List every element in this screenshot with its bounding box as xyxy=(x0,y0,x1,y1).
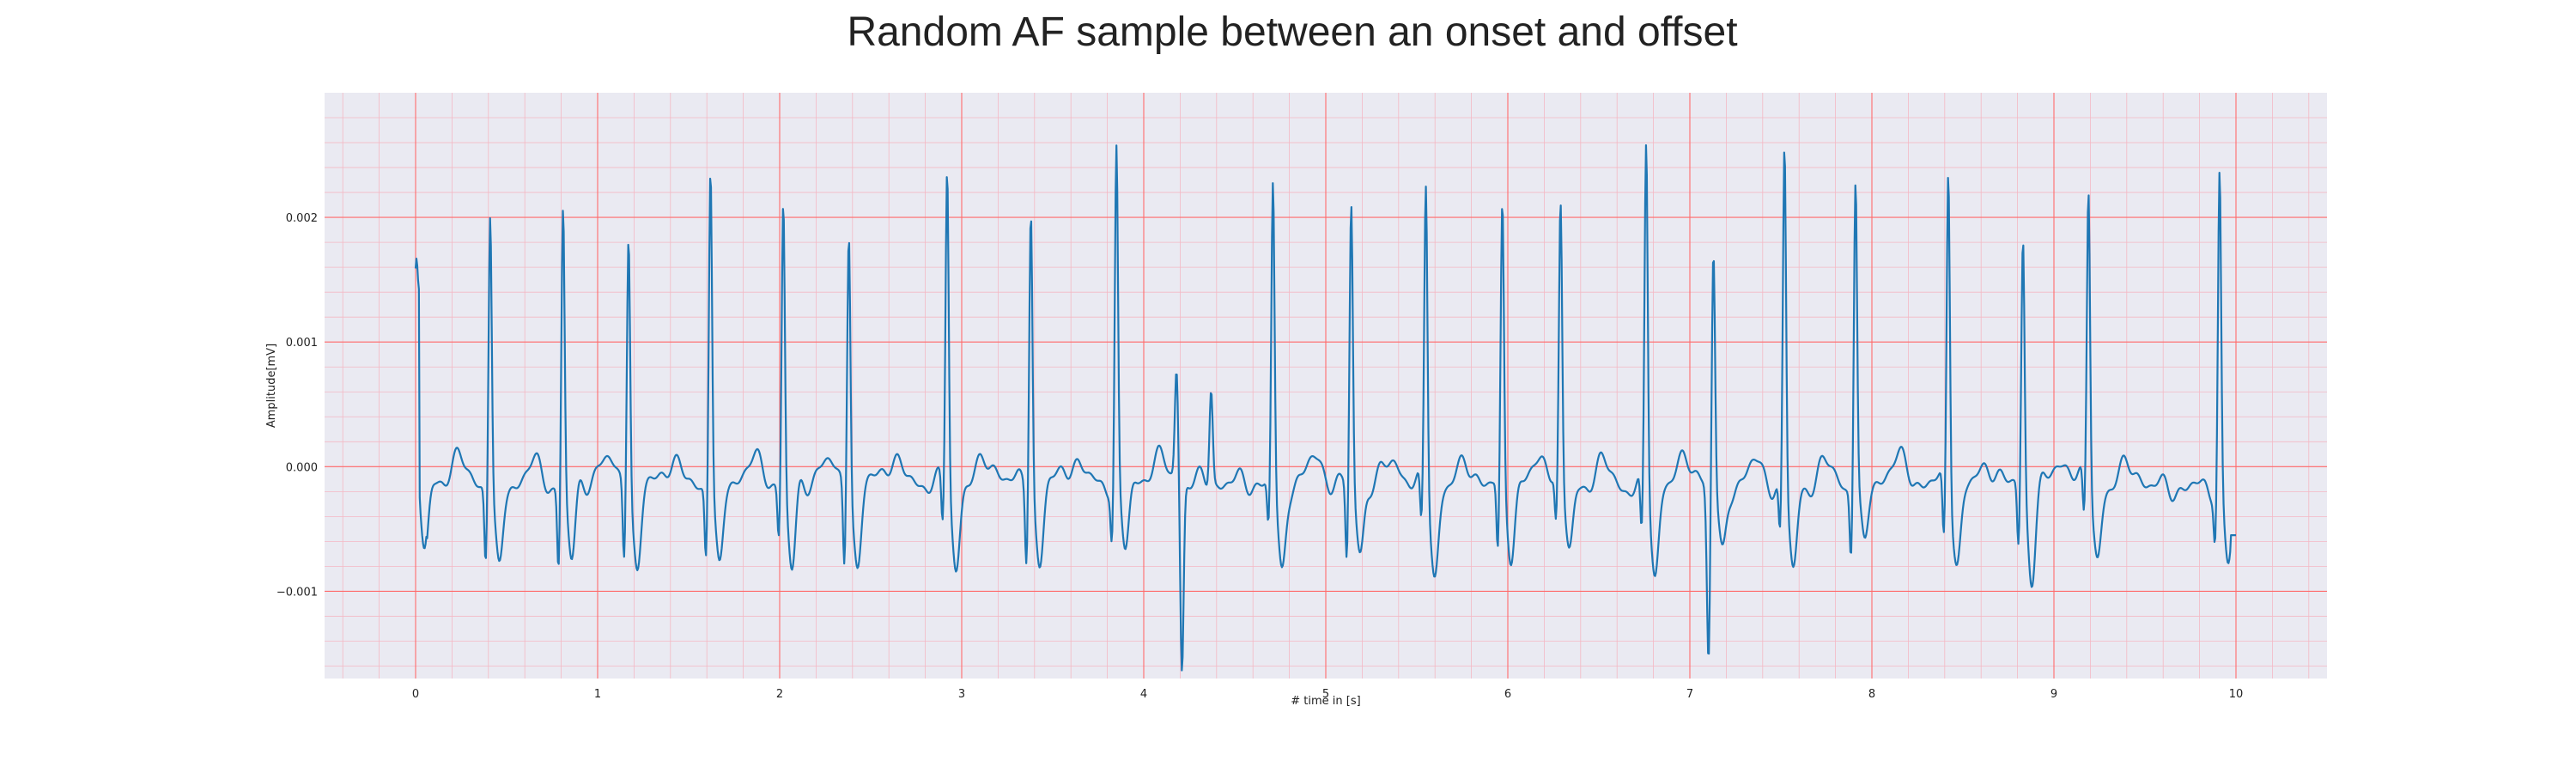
y-tick-label: 0.002 xyxy=(286,212,318,225)
y-tick-label: 0.001 xyxy=(286,337,318,350)
x-tick-label: 0 xyxy=(412,688,419,701)
x-tick-label: 6 xyxy=(1504,688,1511,701)
x-tick-label: 5 xyxy=(1322,688,1329,701)
y-tick-label: 0.000 xyxy=(286,461,318,474)
x-tick-label: 9 xyxy=(2050,688,2057,701)
x-tick-label: 4 xyxy=(1140,688,1147,701)
x-tick-label: 3 xyxy=(958,688,965,701)
y-axis-label: Amplitude[mV] xyxy=(265,344,278,428)
y-tick-label: −0.001 xyxy=(276,586,318,599)
x-axis-ticks: 0 1 2 3 4 5 6 7 8 9 10 xyxy=(412,688,2243,701)
chart-title: Random AF sample between an onset and of… xyxy=(847,9,1737,55)
y-axis-ticks: −0.001 0.000 0.001 0.002 xyxy=(276,212,318,599)
x-axis-label: # time in [s] xyxy=(1291,695,1360,708)
major-grid xyxy=(325,93,2327,679)
x-tick-label: 10 xyxy=(2229,688,2244,701)
series-line-ecg-signal xyxy=(414,143,2237,672)
x-tick-label: 7 xyxy=(1686,688,1693,701)
x-tick-label: 8 xyxy=(1868,688,1875,701)
x-tick-label: 2 xyxy=(776,688,783,701)
x-tick-label: 1 xyxy=(594,688,601,701)
